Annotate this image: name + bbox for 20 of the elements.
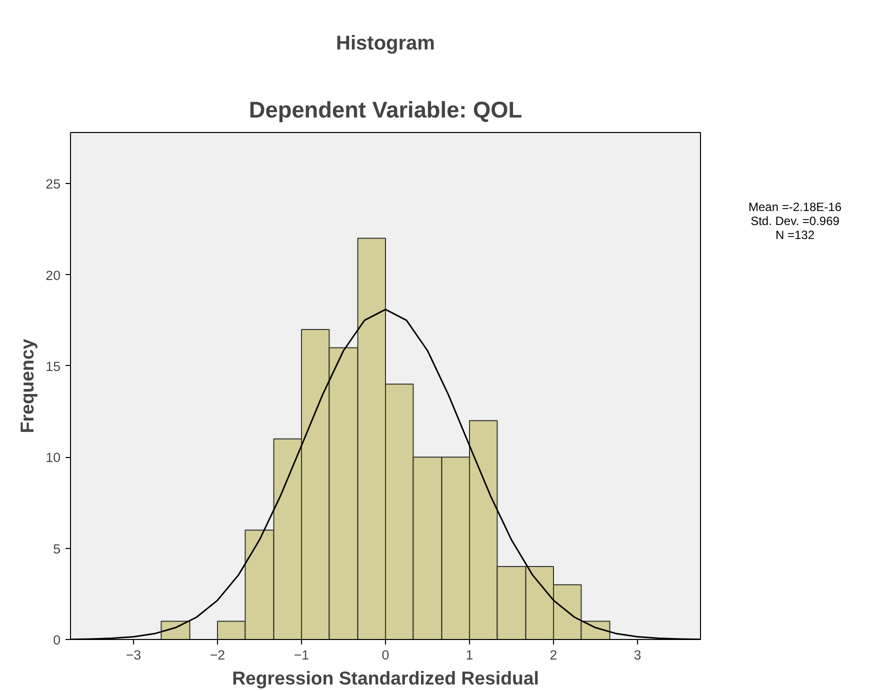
x-tick-label: 0 [382,648,390,662]
chart-subtitle: Dependent Variable: QOL [248,96,522,122]
x-tick-label: 2 [550,648,558,662]
text: Std. Dev. =0.969 [750,214,840,228]
chart-title: Histogram [336,32,435,54]
text: N =132 [774,228,816,242]
y-axis-title: Frequency [16,338,38,434]
y-tick-label: 25 [46,176,61,192]
x-tick-label: 3 [634,648,642,662]
x-axis-title: Regression Standardized Residual [232,668,539,688]
y-tick-label: 10 [46,450,61,466]
x-tick-label: −3 [126,648,142,662]
x-tick-label: −1 [294,648,310,662]
y-tick-label: 5 [53,541,61,556]
text: Mean =-2.18E-16 [748,200,842,214]
x-tick-label: 1 [466,648,474,662]
y-tick-label: 20 [46,268,61,283]
x-tick-label: −2 [210,648,226,662]
y-tick-label: 0 [53,632,61,648]
y-tick-label: 15 [46,358,61,374]
